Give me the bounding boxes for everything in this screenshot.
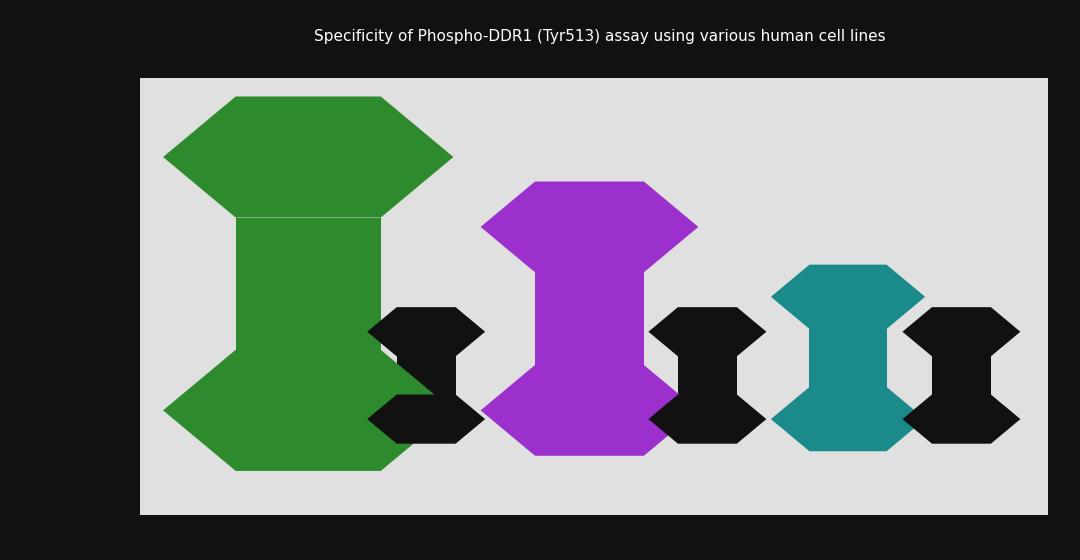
Polygon shape (163, 96, 454, 217)
Polygon shape (932, 356, 990, 394)
Polygon shape (163, 350, 454, 471)
Polygon shape (771, 265, 926, 329)
Polygon shape (903, 394, 1021, 444)
Polygon shape (396, 356, 456, 394)
Polygon shape (810, 329, 887, 387)
Polygon shape (367, 394, 485, 444)
Polygon shape (903, 307, 1021, 356)
Polygon shape (481, 181, 699, 272)
Polygon shape (771, 387, 926, 451)
Polygon shape (535, 272, 644, 365)
Polygon shape (648, 307, 767, 356)
Polygon shape (648, 394, 767, 444)
Polygon shape (481, 365, 699, 456)
Text: Specificity of Phospho-DDR1 (Tyr513) assay using various human cell lines: Specificity of Phospho-DDR1 (Tyr513) ass… (313, 29, 886, 44)
Polygon shape (367, 307, 485, 356)
Polygon shape (235, 217, 381, 350)
Polygon shape (678, 356, 737, 394)
